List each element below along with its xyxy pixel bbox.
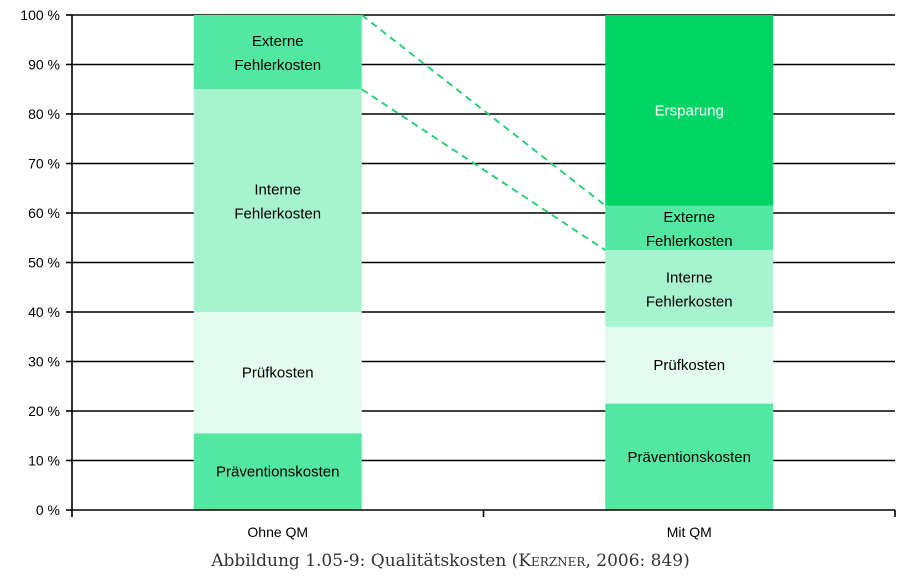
y-tick-label: 50 % — [28, 255, 60, 271]
caption-suffix: , 2006: 849) — [585, 551, 690, 571]
y-tick-label: 40 % — [28, 304, 60, 320]
x-tick-label-mit-qm: Mit QM — [667, 524, 712, 540]
bar-externe-fehlerkosten-ohne-qm — [193, 15, 362, 90]
bars — [193, 15, 774, 510]
figure-caption: Abbildung 1.05-9: Qualitätskosten (Kerzn… — [0, 551, 901, 571]
bar-interne-fehlerkosten-mit-qm — [605, 250, 774, 327]
caption-prefix: Abbildung 1.05-9: Qualitätskosten ( — [211, 551, 519, 571]
y-tick-label: 70 % — [28, 156, 60, 172]
bar-ersparung-mit-qm — [605, 15, 774, 206]
bar-prufkosten-mit-qm — [605, 326, 774, 404]
segment-label-interne-fehlerkosten-mit-qm: Interne Fehlerkosten — [646, 269, 733, 310]
y-tick-label: 90 % — [28, 57, 60, 73]
y-tick-label: 10 % — [28, 453, 60, 469]
y-tick-label: 100 % — [20, 7, 60, 23]
bar-interne-fehlerkosten-ohne-qm — [193, 89, 362, 312]
axes: 0 % 10 % 20 % 30 % 40 % 50 % 60 % 70 % 80 % 90 % 1… — [20, 7, 896, 540]
y-tick-label: 0 % — [36, 502, 60, 518]
bar-externe-fehlerkosten-mit-qm — [605, 205, 774, 251]
bar-prufkosten-ohne-qm — [193, 312, 362, 434]
stacked-bar-chart: 0 % 10 % 20 % 30 % 40 % 50 % 60 % 70 % 80 % 90 % 1… — [20, 7, 896, 540]
segment-label-ersparung-mit-qm: Ersparung — [655, 102, 724, 119]
connector-line-2 — [361, 88, 606, 251]
connector-lines — [361, 14, 606, 251]
segment-label-prufkosten-mit-qm: Prüfkosten — [653, 357, 725, 374]
segment-label-praventionskosten-mit-qm: Präventionskosten — [628, 449, 751, 466]
segment-label-externe-fehlerkosten-ohne-qm: Externe Fehlerkosten — [234, 33, 321, 74]
y-tick-label: 30 % — [28, 354, 60, 370]
y-tick-label: 60 % — [28, 205, 60, 221]
segment-label-externe-fehlerkosten-mit-qm: Externe Fehlerkosten — [646, 209, 733, 250]
connector-line-1 — [361, 14, 606, 207]
segment-label-interne-fehlerkosten-ohne-qm: Interne Fehlerkosten — [234, 182, 321, 223]
caption-author: Kerzner — [518, 551, 586, 571]
x-tick-label-ohne-qm: Ohne QM — [247, 524, 308, 540]
segment-label-prufkosten-ohne-qm: Prüfkosten — [242, 365, 314, 382]
bar-praventionskosten-ohne-qm — [193, 433, 362, 510]
segment-labels: Präventionskosten Prüfkosten Interne Fehler… — [216, 33, 751, 481]
bar-praventionskosten-mit-qm — [605, 403, 774, 510]
segment-label-praventionskosten-ohne-qm: Präventionskosten — [216, 464, 339, 481]
y-tick-label: 20 % — [28, 403, 60, 419]
y-tick-label: 80 % — [28, 106, 60, 122]
